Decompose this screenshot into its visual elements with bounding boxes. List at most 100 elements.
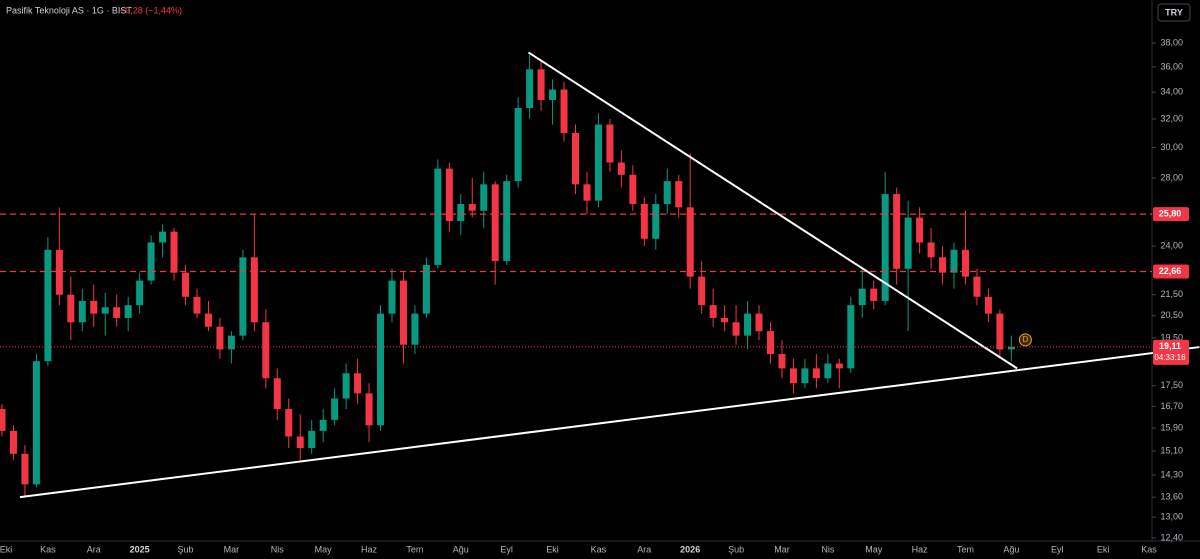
- currency-button[interactable]: [1157, 3, 1191, 22]
- candle-body: [996, 313, 1004, 350]
- candle-body: [468, 203, 476, 211]
- y-tick-label: 36,00: [1160, 61, 1183, 71]
- candle-body: [824, 363, 832, 379]
- candle-body: [331, 398, 339, 420]
- y-tick-label: 34,00: [1160, 87, 1183, 97]
- candle-body: [124, 305, 132, 318]
- candle-body: [434, 168, 442, 265]
- candle-body: [1007, 346, 1015, 350]
- y-tick-label: 19,50: [1160, 332, 1183, 342]
- x-tick-label: May: [315, 544, 333, 554]
- y-tick-label: 24,00: [1160, 240, 1183, 250]
- x-tick-label: 2025: [130, 544, 150, 554]
- trend-line: [19, 346, 1200, 499]
- x-tick-label: Haz: [361, 544, 378, 554]
- countdown: 04:33:16: [1154, 353, 1186, 362]
- x-tick-label: Kas: [40, 544, 56, 554]
- candle-body: [159, 231, 167, 243]
- x-tick-label: Nis: [821, 544, 834, 554]
- x-tick-label: Eki: [0, 544, 12, 554]
- y-tick-label: 14,30: [1160, 469, 1183, 479]
- currency[interactable]: TRY: [1165, 7, 1183, 17]
- y-tick-label: 12,40: [1160, 532, 1183, 542]
- candle-body: [893, 194, 901, 269]
- candle-body: [973, 276, 981, 297]
- plot: [0, 51, 1200, 499]
- candle-body: [514, 108, 522, 182]
- candle-body: [617, 162, 625, 175]
- candle-body: [984, 296, 992, 314]
- candle-body: [560, 89, 568, 133]
- candle-body: [342, 373, 350, 399]
- level-label: 25,80: [1159, 209, 1182, 219]
- candle-body: [0, 409, 6, 431]
- change: −0,28 (−1,44%): [120, 5, 182, 15]
- x-tick-label: Ara: [637, 544, 651, 554]
- x-tick-label: Tem: [957, 544, 974, 554]
- trend-line: [527, 51, 1018, 370]
- candle-body: [663, 181, 671, 204]
- candle-body: [721, 317, 729, 323]
- candle-body: [113, 307, 121, 318]
- candle-body: [939, 257, 947, 273]
- y-tick-label: 15,90: [1160, 422, 1183, 432]
- candle-body: [709, 305, 717, 318]
- x-tick-label: Kas: [1141, 544, 1157, 554]
- candle-body: [594, 124, 602, 201]
- candle-body: [778, 354, 786, 369]
- candle-body: [78, 300, 86, 323]
- x-tick-label: Eyl: [1051, 544, 1064, 554]
- dividend-marker-label: D: [1022, 335, 1028, 344]
- candle-body: [55, 249, 63, 295]
- candle-body: [744, 313, 752, 336]
- symbol: Pasifik Teknoloji AS · 1G · BIST: [6, 5, 132, 15]
- candle-body: [526, 69, 534, 109]
- x-tick-label: Ağu: [1003, 544, 1019, 554]
- candle-body: [136, 280, 144, 306]
- candle-body: [572, 132, 579, 185]
- x-tick-label: Eki: [1097, 544, 1110, 554]
- candle-body: [732, 322, 740, 336]
- y-tick-label: 15,10: [1160, 445, 1183, 455]
- candle-body: [296, 436, 304, 449]
- x-tick-label: Kas: [591, 544, 607, 554]
- candle-body: [354, 373, 362, 394]
- candle-body: [377, 313, 385, 426]
- y-tick-label: 21,50: [1160, 289, 1183, 299]
- candle-body: [881, 194, 889, 301]
- candle-body: [250, 257, 258, 323]
- x-tick-label: Mar: [224, 544, 240, 554]
- candle-body: [652, 203, 660, 239]
- x-tick-label: Şub: [178, 544, 194, 554]
- y-tick-label: 16,70: [1160, 401, 1183, 411]
- candle-body: [204, 313, 212, 327]
- candle-body: [480, 184, 488, 211]
- candle-body: [950, 249, 958, 273]
- x-tick-label: Ara: [87, 544, 101, 554]
- y-tick-label: 32,00: [1160, 113, 1183, 123]
- candle-body: [21, 453, 29, 485]
- candle-body: [262, 322, 270, 379]
- candle-body: [927, 242, 935, 258]
- candle-body: [870, 288, 878, 301]
- candle-body: [916, 217, 924, 243]
- candle-body: [858, 288, 866, 306]
- last-price-label: 19,11: [1159, 341, 1181, 351]
- candle-body: [239, 257, 247, 336]
- x-tick-label: Tem: [406, 544, 423, 554]
- candle-body: [182, 272, 190, 297]
- candle-body: [147, 242, 155, 281]
- y-tick-label: 30,00: [1160, 142, 1183, 152]
- level-box: [1153, 264, 1189, 279]
- candle-body: [686, 207, 694, 277]
- candle-body: [583, 184, 591, 201]
- y-tick-label: 38,00: [1160, 37, 1183, 47]
- candle-body: [273, 378, 281, 410]
- x-tick-label: Haz: [912, 544, 929, 554]
- candle-body: [365, 393, 373, 426]
- x-tick-label: May: [865, 544, 883, 554]
- candle-body: [755, 313, 763, 332]
- candle-body: [44, 249, 52, 362]
